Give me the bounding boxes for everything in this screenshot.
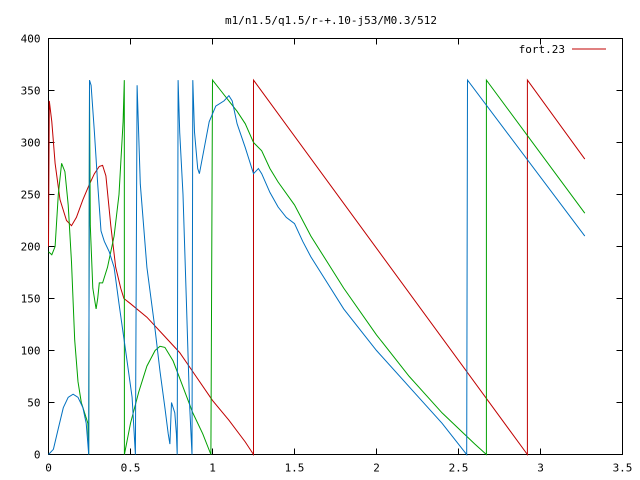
series-line-3 bbox=[48, 78, 586, 456]
x-tick-label: 1 bbox=[209, 462, 216, 475]
x-tick-label: 3 bbox=[537, 462, 544, 475]
y-tick-label: 400 bbox=[21, 33, 41, 46]
x-axis: 0 0.5 1 1.5 2 2.5 3 3.5 bbox=[45, 38, 633, 475]
x-tick-label: 3.5 bbox=[613, 462, 633, 475]
x-tick-label: 2 bbox=[373, 462, 380, 475]
legend-label: fort.23 bbox=[519, 43, 565, 56]
x-tick-label: 2.5 bbox=[449, 462, 469, 475]
y-tick-label: 300 bbox=[21, 137, 41, 150]
series-line-2 bbox=[48, 78, 586, 456]
y-tick-label: 0 bbox=[34, 449, 41, 462]
series-line-1 bbox=[48, 78, 586, 457]
y-tick-label: 350 bbox=[21, 85, 41, 98]
x-tick-label: 1.5 bbox=[285, 462, 305, 475]
x-tick-label: 0.5 bbox=[121, 462, 141, 475]
y-tick-label: 50 bbox=[27, 397, 40, 410]
series-layer bbox=[48, 78, 586, 457]
y-axis: 0 50 100 150 200 250 300 350 400 bbox=[21, 33, 623, 462]
chart-title: m1/n1.5/q1.5/r-+.10-j53/M0.3/512 bbox=[225, 14, 437, 27]
legend: fort.23 bbox=[519, 43, 606, 56]
x-tick-label: 0 bbox=[45, 462, 52, 475]
y-tick-label: 250 bbox=[21, 189, 41, 202]
y-tick-label: 200 bbox=[21, 241, 41, 254]
y-tick-label: 150 bbox=[21, 293, 41, 306]
y-tick-label: 100 bbox=[21, 345, 41, 358]
plot-frame bbox=[48, 38, 623, 455]
